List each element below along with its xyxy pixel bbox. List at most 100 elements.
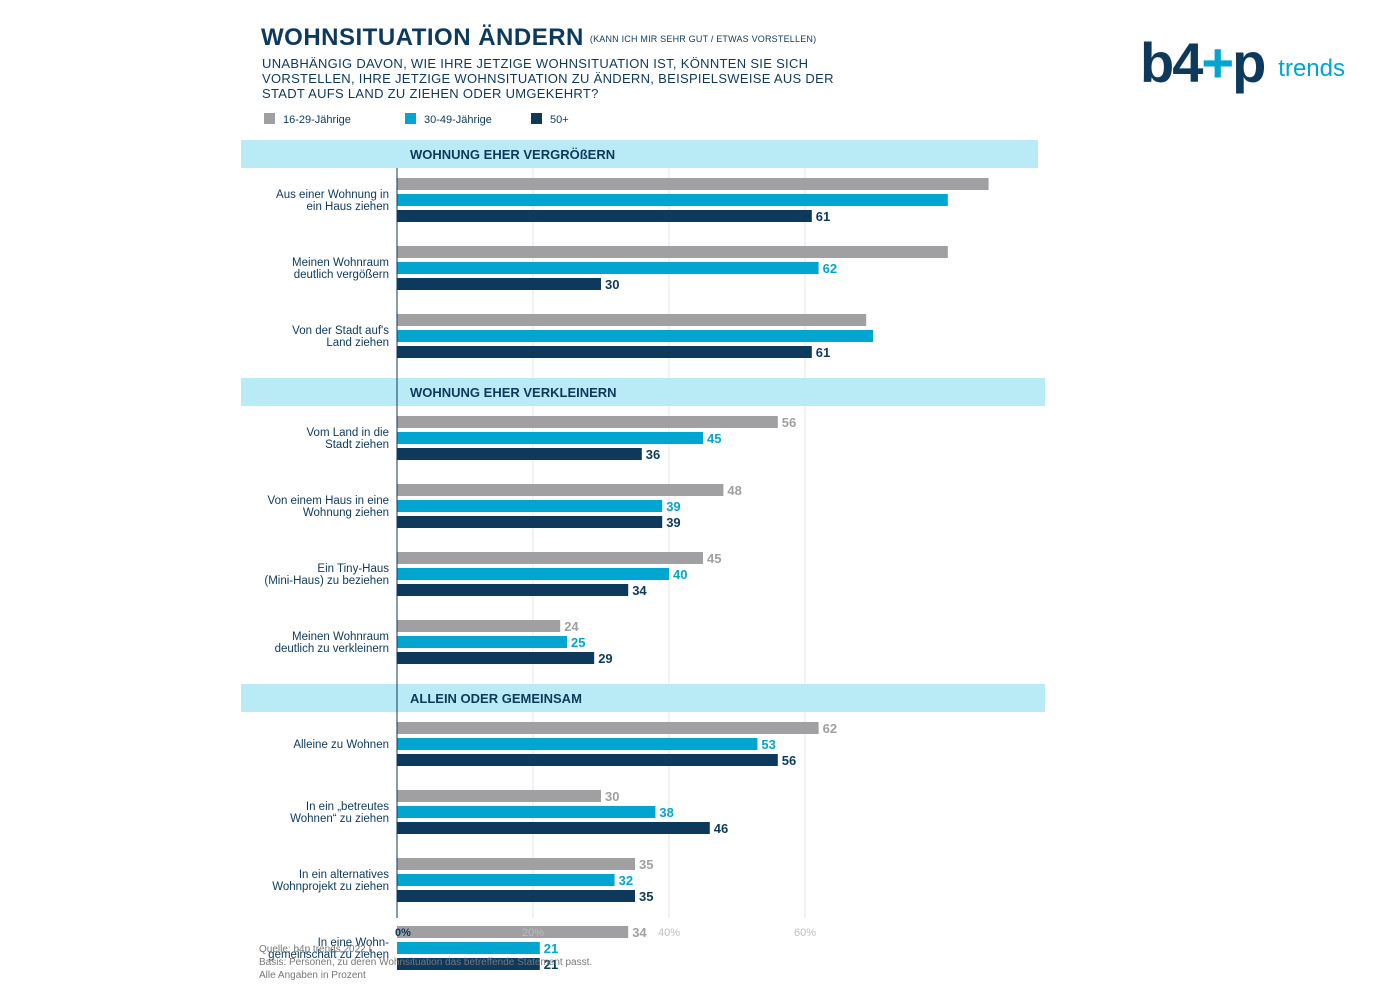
data-label: 39 [666, 515, 680, 530]
bar [397, 448, 642, 460]
category-label: Land ziehen [326, 337, 389, 349]
bar [397, 722, 819, 734]
category-label: In eine Wohn- [318, 937, 390, 949]
logo-suffix: trends [1278, 55, 1345, 82]
bar [397, 806, 656, 818]
legend-label: 30-49-Jährige [424, 114, 492, 126]
data-label: 30 [605, 789, 619, 804]
section-band [241, 140, 1038, 168]
data-label: 40 [673, 567, 687, 582]
bar [397, 314, 867, 326]
title-text: WOHNSITUATION ÄNDERN [261, 24, 584, 51]
footnote-source: Quelle: b4p trends 2022 I [259, 944, 372, 955]
data-label: 45 [707, 431, 721, 446]
bar [397, 484, 724, 496]
category-label: Meinen Wohnraum [292, 257, 389, 269]
data-label: 61 [816, 345, 830, 360]
bar [397, 926, 629, 938]
legend-item-30-49: 30-49-Jährige [405, 113, 492, 126]
bar [397, 210, 812, 222]
data-label: 35 [639, 857, 653, 872]
data-label: 29 [598, 651, 612, 666]
category-label: Von einem Haus in eine [268, 495, 389, 507]
bar [397, 552, 703, 564]
category-label: Wohnung ziehen [303, 507, 389, 519]
logo-brand: b4+p [1140, 31, 1266, 94]
category-label: In ein alternatives [299, 869, 389, 881]
data-label: 56 [782, 415, 796, 430]
data-label: 35 [639, 889, 653, 904]
question-text: UNABHÄNGIG DAVON, WIE IHRE JETZIGE WOHNS… [262, 56, 834, 101]
data-label: 45 [707, 551, 721, 566]
bar [397, 790, 601, 802]
data-label: 24 [564, 619, 579, 634]
data-label: 25 [571, 635, 585, 650]
category-label: deutlich vergößern [294, 269, 389, 281]
category-label: Wohnprojekt zu ziehen [272, 881, 389, 893]
bar [397, 568, 669, 580]
bar [397, 432, 703, 444]
bar [397, 584, 629, 596]
section-title: ALLEIN ODER GEMEINSAM [410, 691, 582, 706]
legend-item-50plus: 50+ [531, 113, 569, 126]
category-label: In ein „betreutes [306, 801, 389, 813]
bar [397, 738, 758, 750]
section-band [241, 378, 1045, 406]
bar [397, 652, 595, 664]
category-label: Ein Tiny-Haus [317, 563, 389, 575]
category-label: ein Haus ziehen [307, 201, 389, 213]
x-tick-label: 0% [395, 927, 411, 939]
b4p-trends-logo: b4+p trends [1140, 30, 1345, 95]
x-tick-label: 20% [522, 927, 544, 939]
bar [397, 942, 540, 954]
footnote-base: Basis: Personen, zu deren Wohnsituation … [259, 957, 593, 968]
data-label: 46 [714, 821, 728, 836]
category-label: Von der Stadt auf's [292, 325, 389, 337]
data-label: 34 [632, 583, 647, 598]
bar [397, 246, 948, 258]
chart-title: WOHNSITUATION ÄNDERN (KANN ICH MIR SEHR G… [261, 24, 816, 52]
category-label: Wohnen“ zu ziehen [290, 813, 389, 825]
data-label: 53 [761, 737, 775, 752]
bar [397, 262, 819, 274]
bar [397, 890, 635, 902]
legend-swatch [264, 113, 275, 124]
data-label: 39 [666, 499, 680, 514]
legend-item-16-29: 16-29-Jährige [264, 113, 351, 126]
legend-label: 16-29-Jährige [283, 114, 351, 126]
data-label: 32 [619, 873, 633, 888]
data-label: 30 [605, 277, 619, 292]
bar [397, 754, 778, 766]
legend-label: 50+ [550, 114, 569, 126]
x-tick-label: 40% [658, 927, 680, 939]
x-tick-label: 60% [794, 927, 816, 939]
data-label: 48 [727, 483, 741, 498]
bar [397, 958, 540, 970]
bar [397, 416, 778, 428]
category-label: gemeinschaft zu ziehen [268, 949, 389, 961]
category-label: Vom Land in die [307, 427, 389, 439]
section-title: WOHNUNG EHER VERGRÖßERN [410, 147, 615, 162]
data-label: 34 [632, 925, 647, 940]
data-label: 21 [544, 941, 558, 956]
section-band [241, 684, 1045, 712]
bar [397, 822, 710, 834]
bar [397, 858, 635, 870]
category-label: Stadt ziehen [325, 439, 389, 451]
bar [397, 278, 601, 290]
category-label: Alleine zu Wohnen [293, 739, 389, 751]
bar [397, 178, 989, 190]
bar [397, 346, 812, 358]
data-label: 36 [646, 447, 660, 462]
bar [397, 500, 663, 512]
bar [397, 620, 561, 632]
category-label: Meinen Wohnraum [292, 631, 389, 643]
footnote-unit: Alle Angaben in Prozent [259, 970, 366, 981]
data-label: 21 [544, 957, 558, 972]
data-label: 62 [823, 721, 837, 736]
bar [397, 330, 873, 342]
section-title: WOHNUNG EHER VERKLEINERN [410, 385, 617, 400]
data-label: 61 [816, 209, 830, 224]
legend-swatch [531, 113, 542, 124]
